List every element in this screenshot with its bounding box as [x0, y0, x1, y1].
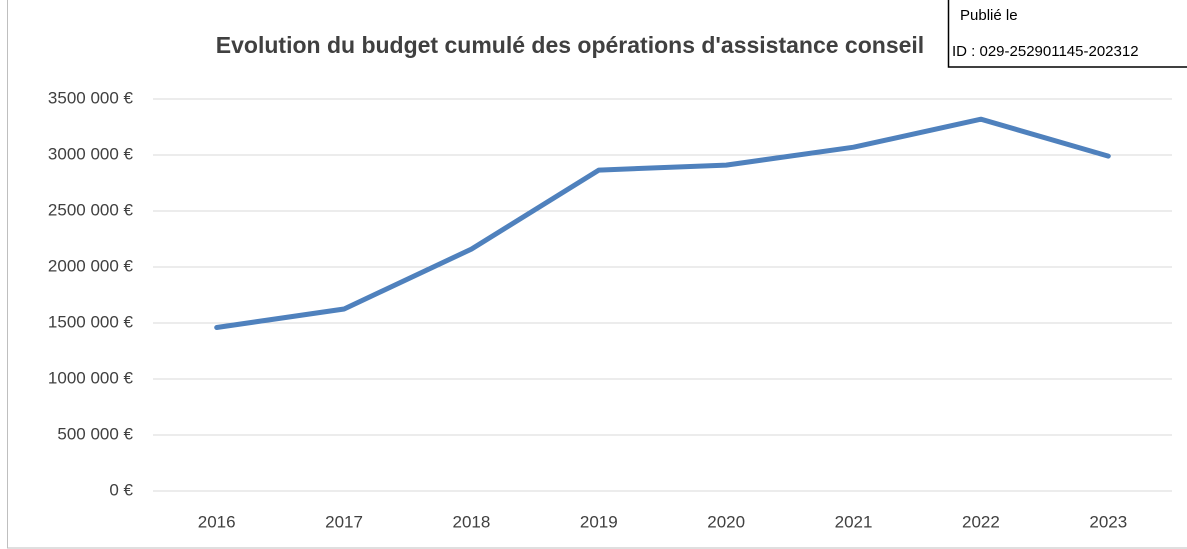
stamp-box — [947, 0, 1187, 68]
stamp: Publié le ID : 029-252901145-202312 — [947, 0, 1187, 68]
x-tick-label: 2016 — [198, 512, 236, 531]
y-tick-label: 1000 000 € — [48, 368, 134, 387]
x-tick-label: 2023 — [1089, 512, 1127, 531]
y-tick-label: 3000 000 € — [48, 144, 134, 163]
x-tick-label: 2022 — [962, 512, 1000, 531]
y-tick-label: 500 000 € — [57, 424, 133, 443]
x-tick-label: 2019 — [580, 512, 618, 531]
y-tick-label: 0 € — [109, 480, 133, 499]
chart-border — [7, 0, 1187, 549]
x-tick-label: 2017 — [325, 512, 363, 531]
y-tick-label: 1500 000 € — [48, 312, 134, 331]
x-tick-label: 2021 — [835, 512, 873, 531]
plot-area: 0 € 500 000 € 1000 000 € 1500 000 € 2000 000… — [48, 88, 1172, 531]
y-tick-label: 2000 000 € — [48, 256, 134, 275]
y-tick-label: 2500 000 € — [48, 200, 134, 219]
y-tick-label: 3500 000 € — [48, 88, 134, 107]
stamp-line: ID : 029-252901145-202312 — [952, 43, 1139, 60]
stamp-line: Publié le — [960, 7, 1018, 24]
chart-title: Evolution du budget cumulé des opération… — [216, 32, 924, 58]
x-tick-label: 2018 — [453, 512, 491, 531]
x-tick-label: 2020 — [707, 512, 745, 531]
data-line — [214, 116, 1111, 330]
